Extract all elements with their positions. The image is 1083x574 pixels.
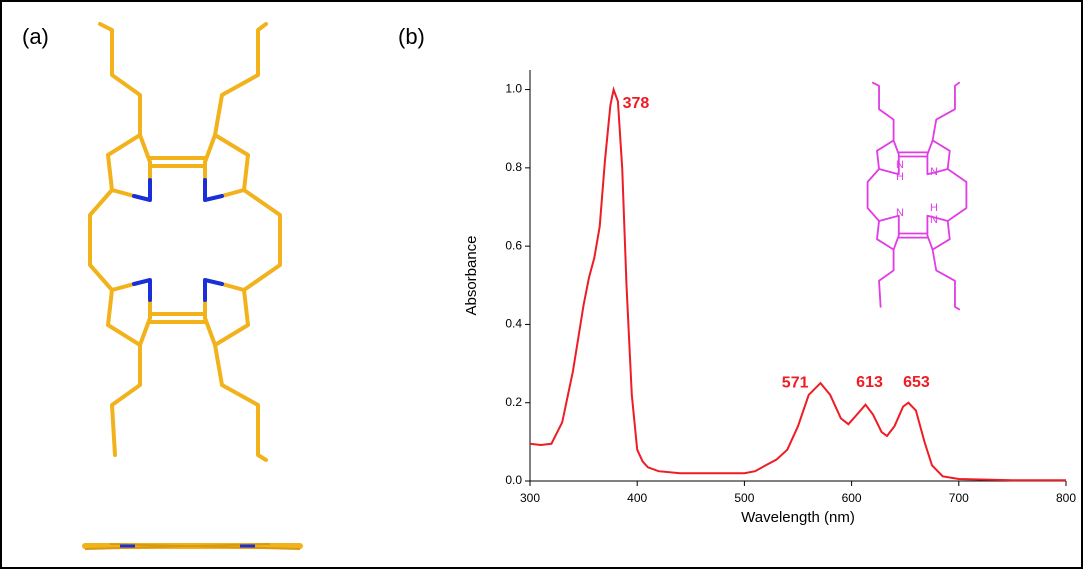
peak-label: 653	[903, 374, 930, 391]
panel-label: (b)	[398, 24, 425, 49]
atom-label: N	[930, 214, 938, 226]
x-axis-label: Wavelength (nm)	[741, 509, 855, 526]
atom-label: N	[930, 166, 938, 178]
molecule-top-view	[90, 24, 280, 460]
x-tick-label: 400	[627, 491, 647, 505]
y-tick-label: 0.6	[505, 238, 522, 252]
y-tick-label: 0.2	[505, 395, 522, 409]
peak-label: 613	[856, 374, 883, 391]
y-tick-label: 0.4	[505, 317, 522, 331]
atom-label: N	[896, 207, 904, 219]
x-tick-label: 300	[520, 491, 540, 505]
y-tick-label: 1.0	[505, 82, 522, 96]
x-tick-label: 500	[734, 491, 754, 505]
y-tick-label: 0.8	[505, 160, 522, 174]
spectrum-line	[530, 90, 1066, 481]
peak-label: 571	[782, 374, 809, 391]
figure: (a) (b) 300 400 500 600 700 800 0.0 0.2 0.4 0.6 0.…	[0, 0, 1083, 569]
y-tick-label: 0.0	[505, 473, 522, 487]
y-axis-label: Absorbance	[463, 235, 480, 315]
atom-label: N	[896, 159, 904, 171]
panel-label: (a)	[22, 24, 49, 49]
x-tick-label: 800	[1056, 491, 1076, 505]
frame	[1, 1, 1082, 568]
atom-label: H	[930, 202, 938, 214]
inset-molecule	[868, 83, 967, 310]
peak-label: 378	[623, 95, 650, 112]
x-tick-label: 700	[949, 491, 969, 505]
molecule-side-view	[85, 544, 300, 549]
atom-label: H	[896, 171, 904, 183]
x-tick-label: 600	[842, 491, 862, 505]
plot: 300 400 500 600 700 800 0.0 0.2 0.4 0.6 0.8 1.0 Wave…	[463, 70, 1076, 526]
